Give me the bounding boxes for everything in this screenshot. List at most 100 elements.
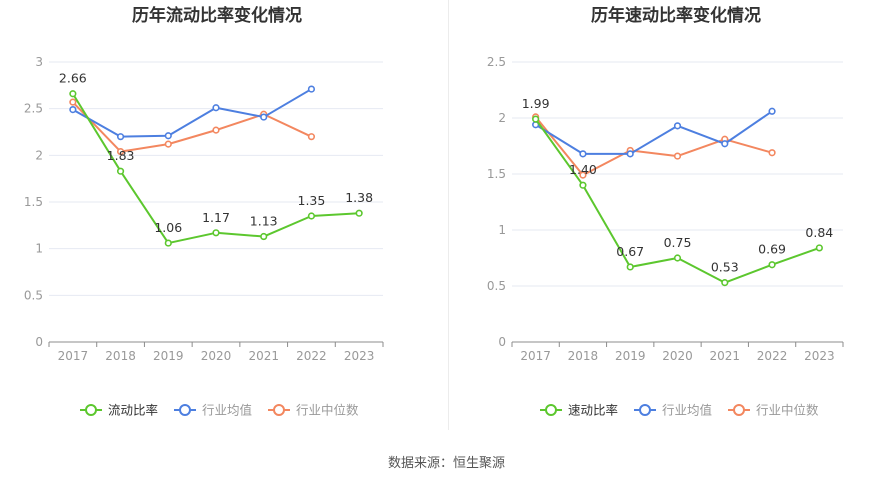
data-point-primary	[355, 209, 363, 217]
data-source-note: 数据来源：恒生聚源	[387, 456, 505, 471]
data-point-industry-average	[626, 150, 634, 158]
x-tick-label: 2018	[568, 349, 599, 363]
data-label: 1.17	[202, 210, 230, 225]
data-point-primary	[69, 90, 77, 98]
data-point-industry-average	[768, 107, 776, 115]
x-tick-label: 2017	[58, 349, 89, 363]
data-point-primary	[721, 279, 729, 287]
panel-divider	[448, 0, 449, 430]
legend-marker	[545, 404, 557, 416]
data-point-industry-average	[260, 113, 268, 121]
chart-panel-2: 历年速动比率变化情况 0 0.5 1 1.5 2 2.5 2017 2018 2019 2020 20…	[487, 5, 844, 418]
data-point-industry-average	[721, 140, 729, 148]
y-tick-label: 1.5	[24, 195, 43, 209]
series-line-industry-median	[72, 101, 312, 153]
data-point-primary	[815, 244, 823, 252]
data-point-primary	[626, 263, 634, 271]
data-label: 1.06	[154, 220, 182, 235]
data-point-industry-average	[579, 150, 587, 158]
data-point-industry-median	[69, 98, 77, 106]
data-label: 1.40	[569, 162, 597, 177]
data-label: 0.53	[711, 260, 739, 275]
chart-title: 历年速动比率变化情况	[591, 5, 761, 26]
y-tick-label: 2.5	[24, 102, 43, 116]
y-tick-label: 1	[35, 242, 43, 256]
chart-panel-1: 历年流动比率变化情况 0 0.5 1 1.5 2 2.5 3 2017 2018 2019 2020 2…	[24, 5, 384, 418]
y-tick-label: 0.5	[487, 279, 506, 293]
data-point-industry-average	[116, 133, 125, 141]
legend-label: 速动比率	[568, 403, 618, 418]
y-tick-label: 2	[35, 148, 43, 162]
data-point-primary	[116, 167, 125, 175]
y-tick-label: 0	[498, 335, 506, 349]
data-point-primary	[212, 229, 220, 237]
legend-item-average[interactable]: 行业均值	[634, 403, 712, 418]
data-point-primary	[673, 254, 682, 262]
data-point-primary	[164, 239, 172, 247]
legend-item-median[interactable]: 行业中位数	[268, 403, 359, 418]
x-tick-label: 2020	[201, 349, 232, 363]
x-tick-label: 2019	[153, 349, 184, 363]
data-label: 1.83	[107, 148, 135, 163]
y-tick-label: 2.5	[487, 55, 506, 69]
data-point-industry-median	[579, 171, 587, 179]
x-tick-label: 2021	[248, 349, 279, 363]
data-point-primary	[307, 212, 316, 220]
y-tick-label: 3	[35, 55, 43, 69]
x-tick-label: 2023	[804, 349, 835, 363]
legend-item-primary[interactable]: 流动比率	[80, 403, 158, 418]
data-label: 0.75	[664, 235, 692, 250]
legend-label: 行业均值	[202, 403, 252, 418]
data-point-industry-median	[768, 149, 776, 157]
legend-item-median[interactable]: 行业中位数	[728, 403, 819, 418]
data-point-industry-median	[307, 133, 316, 141]
y-tick-label: 1.5	[487, 167, 506, 181]
data-point-industry-median	[673, 152, 682, 160]
data-label: 1.35	[298, 193, 326, 208]
legend-label: 行业中位数	[756, 403, 819, 418]
legend-marker	[85, 404, 97, 416]
data-point-industry-median	[116, 148, 125, 156]
data-point-industry-median	[212, 126, 220, 134]
legend-marker	[273, 404, 285, 416]
data-point-industry-median	[164, 140, 172, 148]
legend-label: 流动比率	[108, 403, 158, 418]
legend-label: 行业中位数	[296, 403, 359, 418]
data-point-industry-average	[69, 105, 77, 114]
data-point-industry-average	[212, 104, 220, 112]
y-tick-label: 2	[498, 111, 506, 125]
legend-marker	[179, 404, 191, 416]
legend-marker	[639, 404, 651, 416]
chart-title: 历年流动比率变化情况	[132, 5, 302, 26]
x-tick-label: 2022	[757, 349, 788, 363]
x-tick-label: 2023	[344, 349, 375, 363]
data-label: 1.99	[522, 96, 550, 111]
data-point-primary	[260, 232, 268, 241]
data-point-industry-average	[164, 132, 172, 140]
x-tick-label: 2019	[615, 349, 646, 363]
y-tick-label: 1	[498, 223, 506, 237]
x-tick-label: 2017	[520, 349, 551, 363]
series-line-industry-median	[534, 116, 773, 177]
data-label: 0.69	[758, 242, 786, 257]
data-label: 0.84	[805, 225, 833, 240]
data-label: 1.13	[250, 214, 278, 229]
data-point-primary	[579, 181, 587, 189]
data-point-industry-average	[673, 122, 682, 130]
legend-label: 行业均值	[662, 403, 712, 418]
data-point-industry-average	[307, 85, 316, 93]
x-tick-label: 2020	[662, 349, 693, 363]
x-tick-label: 2018	[105, 349, 136, 363]
data-label: 0.67	[616, 244, 644, 259]
data-point-primary	[768, 261, 776, 269]
data-point-primary	[532, 115, 540, 123]
legend-marker	[733, 404, 745, 416]
series-line-industry-average	[535, 110, 773, 155]
legend-item-average[interactable]: 行业均值	[174, 403, 252, 418]
series-line-industry-average	[72, 88, 312, 138]
data-label: 1.38	[345, 190, 373, 205]
legend-item-primary[interactable]: 速动比率	[540, 403, 618, 418]
x-tick-label: 2022	[296, 349, 327, 363]
x-tick-label: 2021	[710, 349, 741, 363]
